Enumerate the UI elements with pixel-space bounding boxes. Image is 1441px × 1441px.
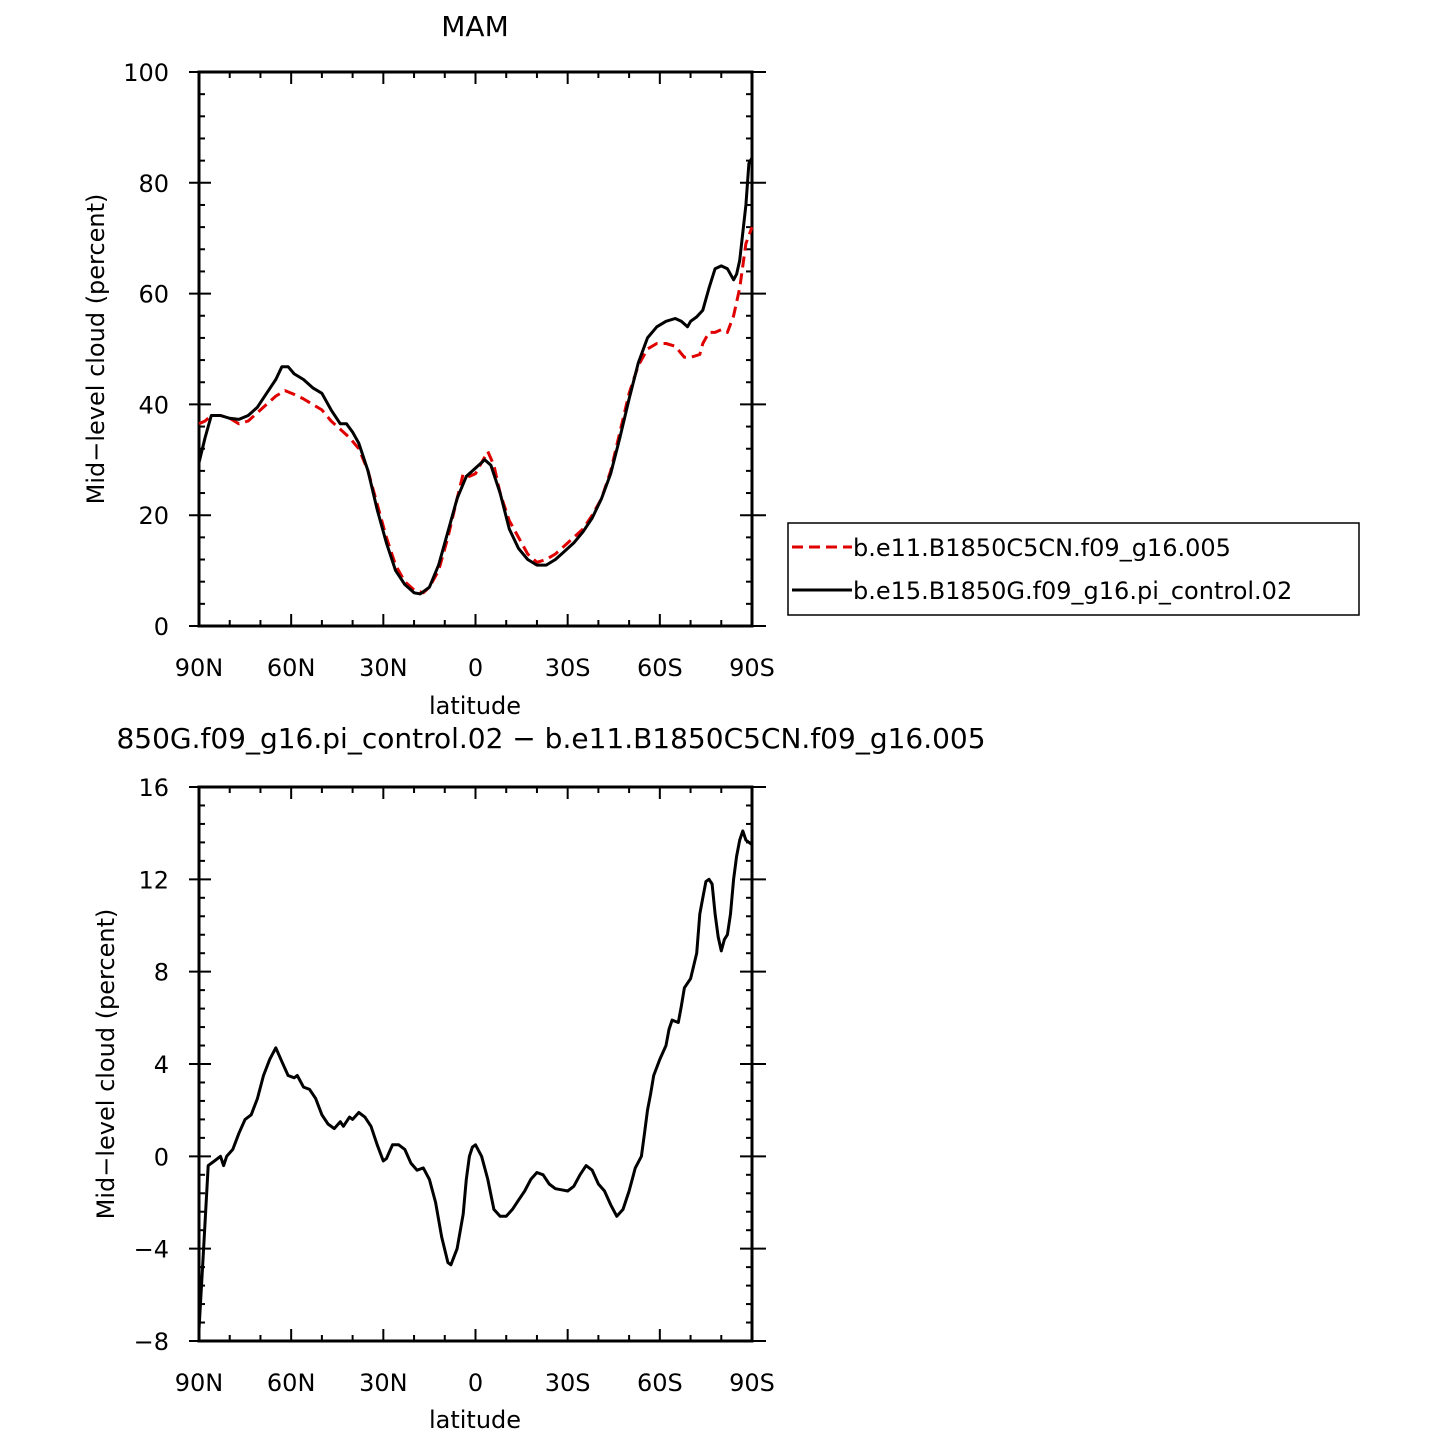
y-tick-label: 40 (138, 391, 169, 419)
x-tick-label: 60N (267, 1369, 316, 1397)
y-tick-label: −4 (134, 1236, 169, 1264)
top-panel-plot (197, 157, 754, 596)
top-panel-x-axis-label: latitude (429, 692, 521, 720)
top-panel-title: MAM (441, 10, 508, 43)
series-line-1 (197, 829, 753, 1330)
y-tick-label: 12 (138, 866, 169, 894)
x-tick-label: 60S (637, 1369, 683, 1397)
bottom-panel-title: 850G.f09_g16.pi_control.02 − b.e11.B1850… (116, 722, 985, 755)
y-tick-label: 16 (138, 774, 169, 802)
top-panel-y-axis-label: Mid−level cloud (percent) (82, 194, 110, 505)
bottom-panel-x-axis-label: latitude (429, 1406, 521, 1434)
x-tick-label: 90N (175, 1369, 224, 1397)
x-tick-label: 90N (175, 654, 224, 682)
x-tick-label: 60N (267, 654, 316, 682)
y-tick-label: 80 (138, 170, 169, 198)
legend-label-series-2: b.e15.B1850G.f09_g16.pi_control.02 (853, 577, 1292, 605)
x-tick-label: 90S (729, 654, 775, 682)
x-tick-label: 90S (729, 1369, 775, 1397)
x-tick-label: 30S (545, 654, 591, 682)
y-tick-label: 20 (138, 502, 169, 530)
plot-frame (197, 70, 754, 628)
x-tick-label: 60S (637, 654, 683, 682)
bottom-panel: 850G.f09_g16.pi_control.02 − b.e11.B1850… (92, 722, 986, 1434)
bottom-panel-axes: 90N 60N 30N 0 30S 60S 90S −8 −4 0 4 8 12 16 (134, 774, 775, 1397)
legend-box (787, 522, 1360, 616)
legend-label-series-1: b.e11.B1850C5CN.f09_g16.005 (853, 534, 1231, 562)
series-line-1 (198, 226, 754, 595)
y-tick-label: −8 (134, 1328, 169, 1356)
y-tick-label: 4 (154, 1051, 169, 1079)
x-tick-label: 30N (359, 1369, 408, 1397)
x-tick-label: 30N (359, 654, 408, 682)
x-tick-label: 0 (468, 654, 483, 682)
series-line-2 (197, 157, 754, 596)
top-panel: MAM 90N 60N 30N 0 30S 60S 90S 0 20 40 60 80 100 lati… (82, 10, 1360, 720)
top-panel-legend: b.e11.B1850C5CN.f09_g16.005 b.e15.B1850G… (787, 522, 1360, 616)
y-tick-label: 8 (154, 959, 169, 987)
x-tick-label: 0 (468, 1369, 483, 1397)
y-tick-label: 60 (138, 281, 169, 309)
bottom-panel-plot (197, 829, 753, 1330)
bottom-panel-y-axis-label: Mid−level cloud (percent) (92, 909, 120, 1220)
y-tick-label: 100 (123, 59, 169, 87)
x-tick-label: 30S (545, 1369, 591, 1397)
y-tick-label: 0 (154, 1143, 169, 1171)
y-tick-label: 0 (154, 613, 169, 641)
top-panel-axes: 90N 60N 30N 0 30S 60S 90S 0 20 40 60 80 100 (123, 59, 775, 682)
